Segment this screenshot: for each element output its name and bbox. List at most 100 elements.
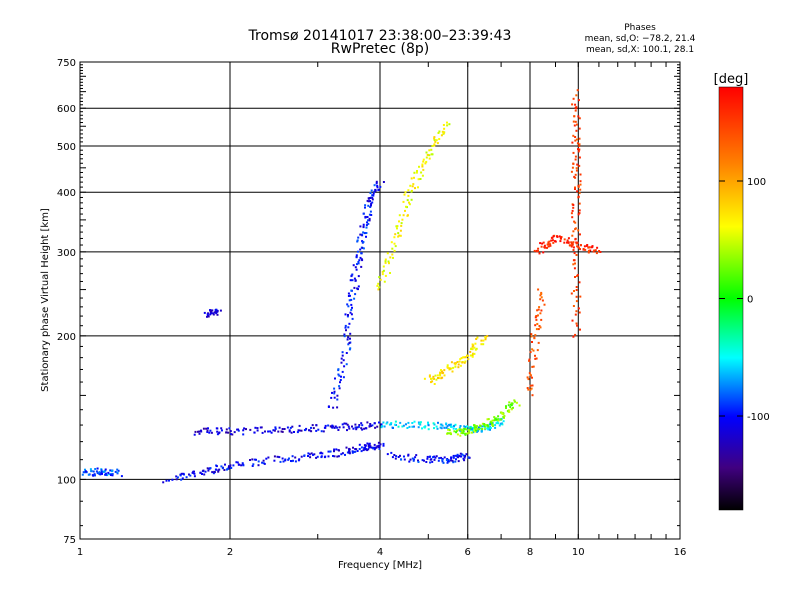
scatter-point: [316, 455, 319, 458]
scatter-point: [575, 300, 578, 303]
scatter-point: [589, 249, 592, 252]
scatter-point: [323, 426, 326, 429]
scatter-point: [414, 187, 416, 190]
scatter-point: [471, 354, 474, 357]
scatter-point: [343, 365, 346, 368]
scatter-point: [351, 450, 354, 453]
scatter-point: [211, 309, 214, 312]
scatter-point: [393, 249, 396, 252]
scatter-point: [472, 431, 475, 434]
scatter-point: [356, 250, 359, 253]
legend-line-o: mean, sd,O: −78.2, 21.4: [585, 34, 696, 44]
scatter-point: [408, 460, 411, 463]
scatter-point: [192, 470, 195, 473]
scatter-point: [366, 449, 369, 452]
scatter-point: [489, 421, 492, 424]
scatter-point: [460, 357, 463, 360]
scatter-point: [369, 425, 372, 427]
scatter-point: [571, 141, 574, 144]
scatter-point: [510, 408, 513, 411]
scatter-point: [512, 406, 514, 409]
scatter-point: [514, 400, 516, 403]
scatter-point: [344, 324, 347, 327]
scatter-point: [223, 469, 226, 471]
scatter-point: [349, 332, 352, 335]
scatter-point: [338, 374, 341, 377]
scatter-point: [252, 463, 255, 466]
scatter-point: [341, 354, 344, 357]
scatter-point: [315, 429, 318, 432]
scatter-point: [95, 470, 98, 473]
scatter-point: [550, 239, 553, 242]
scatter-point: [461, 453, 464, 456]
scatter-point: [398, 234, 401, 237]
scatter-point: [391, 247, 394, 250]
scatter-point: [331, 424, 334, 427]
scatter-point: [392, 256, 394, 259]
scatter-point: [360, 265, 363, 268]
scatter-point: [575, 129, 578, 132]
scatter-point: [438, 138, 441, 140]
scatter-point: [558, 235, 561, 238]
scatter-point: [579, 295, 582, 298]
scatter-point: [509, 406, 512, 408]
scatter-point: [574, 276, 576, 278]
scatter-point: [278, 456, 281, 459]
scatter-point: [439, 371, 442, 374]
scatter-point: [361, 428, 364, 431]
scatter-point: [293, 431, 295, 433]
scatter-point: [359, 233, 362, 236]
scatter-point: [513, 399, 516, 402]
scatter-point: [273, 429, 276, 432]
scatter-point: [462, 356, 465, 359]
scatter-point: [369, 206, 372, 208]
scatter-point: [570, 242, 573, 245]
scatter-point: [574, 221, 577, 224]
scatter-point: [454, 365, 457, 368]
scatter-point: [427, 421, 429, 424]
scatter-point: [422, 168, 425, 171]
scatter-point: [347, 336, 350, 339]
scatter-point: [575, 94, 578, 97]
scatter-point: [491, 423, 494, 426]
scatter-point: [365, 226, 368, 229]
scatter-point: [349, 337, 351, 340]
scatter-point: [356, 287, 359, 290]
scatter-point: [549, 244, 552, 247]
scatter-point: [434, 374, 437, 377]
scatter-point: [362, 247, 365, 250]
scatter-point: [427, 424, 430, 427]
scatter-point: [480, 339, 483, 342]
scatter-point: [370, 189, 373, 192]
scatter-point: [376, 185, 379, 187]
scatter-point: [471, 355, 474, 358]
scatter-point: [351, 279, 354, 282]
scatter-point: [225, 428, 228, 431]
scatter-point: [570, 292, 573, 295]
scatter-point: [407, 454, 410, 457]
scatter-point: [351, 317, 354, 320]
y-axis: 75 100 200 300 400 500 600 750: [57, 58, 680, 546]
scatter-point: [472, 344, 475, 347]
grid: [80, 62, 680, 539]
scatter-point: [333, 450, 335, 453]
scatter-point: [199, 471, 202, 474]
scatter-point: [446, 364, 449, 367]
scatter-point: [397, 456, 400, 458]
scatter-point: [450, 457, 453, 460]
scatter-point: [501, 412, 504, 415]
scatter-point: [576, 324, 579, 327]
scatter-point: [484, 426, 487, 429]
scatter-point: [251, 458, 254, 461]
scatter-point: [432, 456, 434, 459]
scatter-point: [379, 185, 382, 188]
scatter-point: [578, 156, 581, 159]
scatter-point: [572, 151, 575, 154]
scatter-point: [327, 406, 330, 408]
scatter-point: [348, 452, 351, 455]
scatter-point: [456, 453, 459, 456]
scatter-point: [573, 115, 576, 118]
scatter-point: [438, 130, 441, 133]
scatter-point: [459, 425, 462, 427]
scatter-point: [395, 455, 398, 458]
